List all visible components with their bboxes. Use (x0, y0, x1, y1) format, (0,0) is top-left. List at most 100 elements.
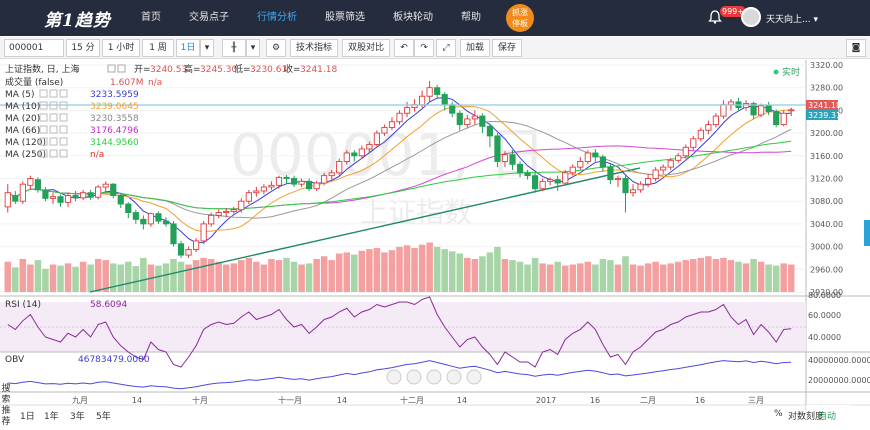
ma-legend-toggle-icon[interactable] (39, 125, 48, 134)
avatar[interactable] (741, 7, 761, 27)
redo-button[interactable]: ↷ (414, 39, 434, 57)
ma-legend-toggle-icon[interactable] (39, 101, 48, 110)
volume-bar (486, 252, 494, 292)
obv-label: OBV (5, 355, 25, 365)
period-15min[interactable]: 15 分 (66, 39, 100, 57)
candle-body (313, 182, 320, 190)
period-dropdown[interactable]: ▾ (200, 39, 214, 57)
period-1week[interactable]: 1 周 (142, 39, 174, 57)
fullscreen-button[interactable]: ⤢ (436, 39, 456, 57)
bell-icon[interactable] (708, 10, 722, 24)
ma-legend-toggle-icon[interactable] (49, 137, 58, 146)
compare-button[interactable]: 双股对比 (342, 39, 390, 57)
candle-body (275, 176, 283, 186)
candle-body (780, 112, 787, 126)
range-3y[interactable]: 3年 (70, 412, 85, 422)
screenshot-button[interactable]: ◙ (846, 39, 866, 57)
trend-line[interactable] (89, 167, 641, 293)
ma-legend-toggle-icon[interactable] (49, 89, 58, 98)
ma-legend-toggle-icon[interactable] (59, 89, 68, 98)
recommend-sidebar[interactable]: 搜索推荐 (1, 384, 11, 427)
chart-type-button[interactable]: ╫ (222, 39, 246, 57)
auto-toggle[interactable]: 自动 (818, 412, 837, 422)
volume-bar (577, 263, 584, 292)
user-menu[interactable]: 天天向上... ▾ (766, 12, 818, 25)
nav-item-2[interactable]: 行情分析 (257, 12, 297, 23)
chart-type-dropdown[interactable]: ▾ (246, 39, 260, 57)
ma-legend-toggle-icon[interactable] (39, 149, 48, 158)
log-scale-toggle[interactable]: 对数刻度 (788, 412, 825, 422)
candle-body (373, 132, 380, 145)
load-button[interactable]: 加载 (460, 39, 490, 57)
symbol-input[interactable]: 000001 (4, 39, 64, 57)
candle-body (343, 152, 350, 162)
volume-bar (373, 248, 381, 292)
volume-bar (79, 261, 87, 292)
period-1hour[interactable]: 1 小时 (102, 39, 140, 57)
promo-button[interactable]: 抓涨 停板 (506, 4, 534, 32)
ma-legend-toggle-icon[interactable] (39, 113, 48, 122)
nav-item-1[interactable]: 交易点子 (189, 12, 229, 23)
range-1y[interactable]: 1年 (44, 412, 59, 422)
ma-legend-toggle-icon[interactable] (39, 137, 48, 146)
volume-bar (667, 263, 674, 292)
realtime-label[interactable]: 实时 (782, 66, 800, 78)
price-tick: 3280.00 (810, 84, 843, 93)
ma-line (7, 140, 792, 210)
percent-toggle[interactable]: % (774, 409, 783, 419)
ma-legend-toggle-icon[interactable] (59, 137, 68, 146)
ma-legend-toggle-icon[interactable] (59, 149, 68, 158)
volume-bar (441, 249, 448, 292)
nav-item-3[interactable]: 股票筛选 (325, 12, 365, 23)
nav-item-5[interactable]: 帮助 (461, 12, 481, 23)
period-1day[interactable]: 1日 (176, 39, 200, 57)
candle-body (690, 138, 697, 148)
candle-body (426, 87, 433, 97)
side-panel-handle[interactable] (864, 220, 870, 246)
ma-legend-toggle-icon[interactable] (59, 125, 68, 134)
volume-bar (637, 265, 644, 292)
ma-legend-toggle-icon[interactable] (49, 113, 58, 122)
undo-button[interactable]: ↶ (394, 39, 414, 57)
legend-icons[interactable] (107, 64, 126, 73)
ma-legend-name: MA (20) (5, 114, 40, 124)
volume-bar (652, 261, 659, 292)
zoom-out-icon[interactable] (406, 369, 422, 385)
volume-bar (411, 248, 418, 292)
volume-bar (290, 261, 298, 292)
stock-chart[interactable]: 000001, 日 上证指数 3320.003280.003240.003200… (0, 60, 870, 430)
ma-legend-toggle-icon[interactable] (39, 89, 48, 98)
logo[interactable]: 第1趋势 (44, 10, 111, 31)
settings-button[interactable]: ⚙ (266, 39, 286, 57)
candle-body (42, 189, 49, 199)
chart-nav-controls[interactable] (386, 369, 482, 385)
x-axis-label: 十一月 (278, 395, 302, 405)
scroll-right-icon[interactable] (466, 369, 482, 385)
save-button[interactable]: 保存 (492, 39, 522, 57)
ma-legend-toggle-icon[interactable] (59, 113, 68, 122)
scroll-left-icon[interactable] (386, 369, 402, 385)
volume-bar (305, 263, 313, 292)
nav-item-0[interactable]: 首页 (141, 12, 161, 23)
zoom-in-icon[interactable] (446, 369, 462, 385)
candle-body (162, 220, 170, 225)
rsi-label: RSI (14) (5, 300, 41, 310)
volume-bar (592, 264, 599, 292)
x-axis-label: 十二月 (400, 395, 424, 405)
price-tag-close-bg (806, 100, 838, 110)
volume-bar (343, 252, 351, 292)
nav-item-4[interactable]: 板块轮动 (393, 12, 433, 23)
price-tick: 2920.00 (810, 288, 843, 297)
candle-body (441, 94, 448, 106)
top-nav: 第1趋势 首页 交易点子 行情分析 股票筛选 板块轮动 帮助 抓涨 停板 999+ 天天向… (0, 0, 870, 36)
reset-icon[interactable] (426, 369, 442, 385)
volume-bar (787, 264, 795, 292)
candle-body (501, 154, 509, 162)
ma-legend-toggle-icon[interactable] (49, 125, 58, 134)
ma-legend-toggle-icon[interactable] (59, 101, 68, 110)
ma-legend-toggle-icon[interactable] (49, 149, 58, 158)
range-5y[interactable]: 5年 (96, 412, 111, 422)
range-1d[interactable]: 1日 (20, 412, 35, 422)
tech-indicator-button[interactable]: 技术指标 (290, 39, 338, 57)
ma-legend-toggle-icon[interactable] (49, 101, 58, 110)
